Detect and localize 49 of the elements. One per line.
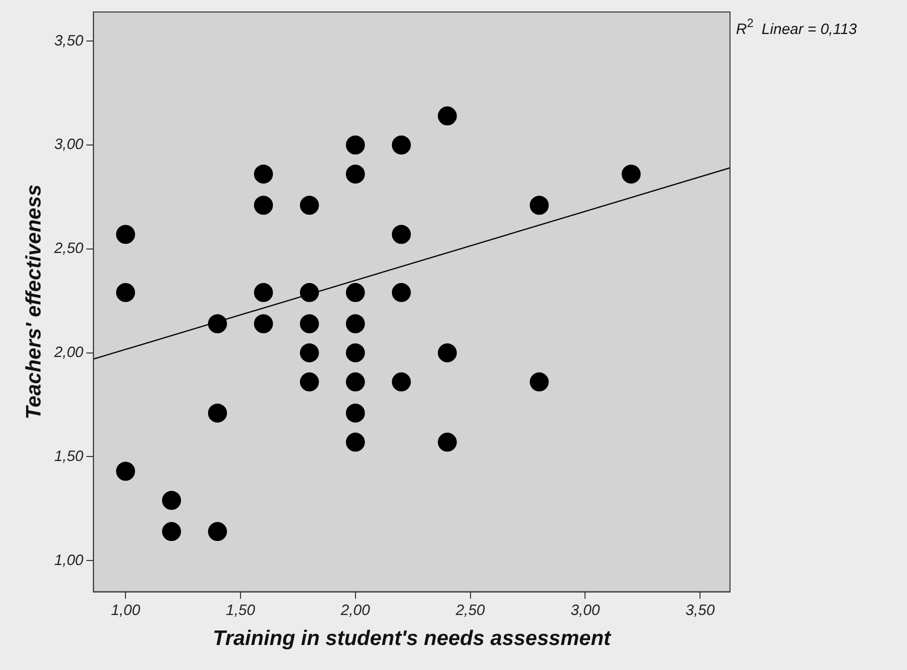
x-tick-label: 1,50 (226, 602, 256, 619)
point (438, 106, 457, 126)
y-tick-label: 3,00 (54, 136, 84, 154)
point (622, 164, 641, 184)
point (208, 522, 227, 542)
y-tick-label: 1,50 (54, 448, 84, 465)
point (300, 372, 319, 392)
x-tick-label: 3,00 (570, 602, 600, 619)
point (254, 164, 273, 184)
point (208, 314, 227, 334)
point (300, 343, 319, 362)
point (438, 343, 457, 362)
point (300, 283, 319, 302)
point (530, 196, 549, 215)
y-tick-label: 2,00 (53, 344, 84, 361)
point (392, 136, 411, 154)
point (530, 372, 549, 392)
point (346, 372, 365, 392)
x-tick-label: 1,00 (110, 602, 141, 619)
x-axis-title: Training in student's needs assessment (212, 627, 612, 650)
point (300, 314, 319, 334)
point (346, 164, 365, 184)
point (392, 372, 411, 392)
point (116, 224, 136, 244)
point (162, 522, 182, 542)
point (392, 224, 411, 244)
point (346, 136, 365, 154)
point (438, 432, 457, 452)
point (116, 283, 136, 302)
point (346, 343, 365, 362)
y-tick-label: 1,00 (54, 552, 84, 569)
point (208, 404, 227, 423)
x-tick-label: 2,50 (454, 602, 486, 619)
point (116, 462, 136, 481)
point (346, 432, 365, 452)
x-tick-label: 3,50 (686, 602, 716, 619)
point (392, 283, 411, 302)
point (346, 404, 365, 423)
point (162, 490, 182, 510)
point (300, 196, 319, 215)
point (254, 314, 273, 334)
point (254, 196, 273, 215)
y-tick-label: 3,50 (54, 32, 84, 50)
point (254, 283, 273, 302)
y-axis-title: Teachers' effectiveness (22, 184, 46, 420)
y-tick-label: 2,50 (53, 240, 84, 258)
point (346, 314, 365, 334)
point (346, 283, 365, 302)
x-tick-label: 2,00 (340, 602, 371, 619)
